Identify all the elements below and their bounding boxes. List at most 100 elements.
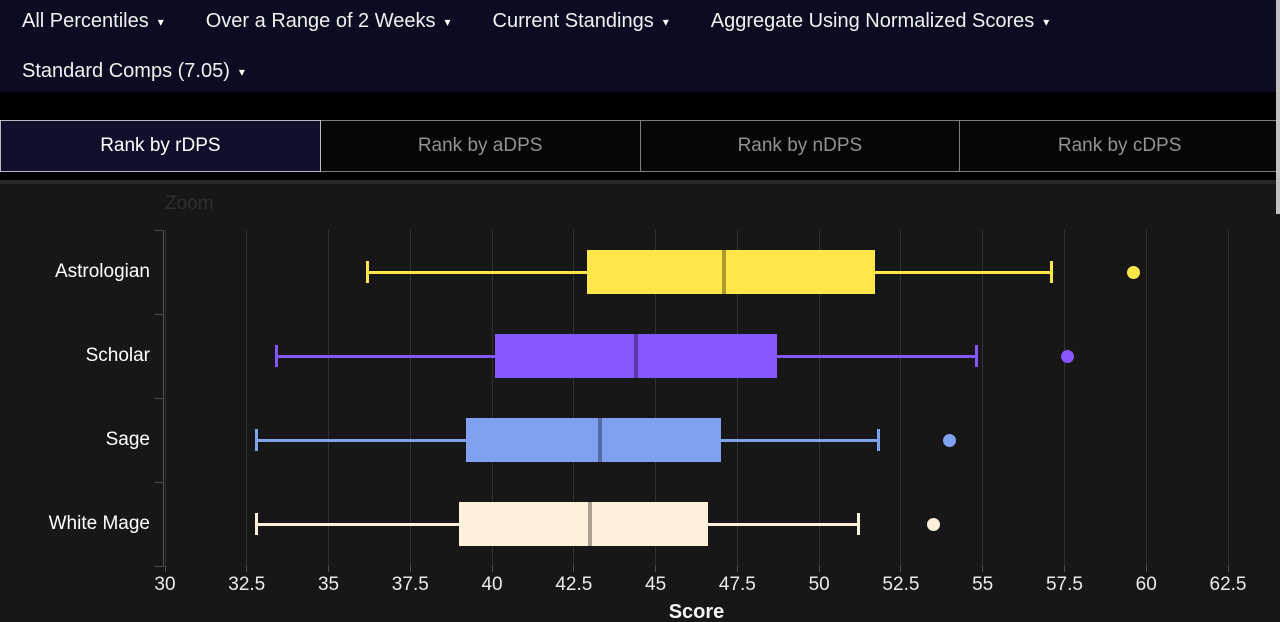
high-whisker — [874, 270, 1052, 274]
tab-rank-by-ndps[interactable]: Rank by nDPS — [639, 120, 961, 172]
y-axis-tick — [155, 230, 164, 231]
x-axis-tick — [164, 566, 166, 572]
x-axis-tick-label: 37.5 — [391, 574, 429, 595]
high-whisker-cap — [856, 513, 860, 535]
chevron-down-icon: ▾ — [662, 15, 669, 29]
category-label: Scholar — [85, 345, 150, 366]
x-axis-tick-label: 30 — [154, 574, 176, 595]
gridline — [246, 230, 248, 566]
outlier-dot[interactable] — [1061, 349, 1075, 363]
chevron-down-icon: ▾ — [238, 65, 245, 79]
plot-area — [155, 230, 1229, 572]
low-whisker — [256, 522, 460, 526]
time-range-dropdown[interactable]: Over a Range of 2 Weeks ▾ — [206, 3, 451, 39]
x-axis-tick — [246, 566, 248, 572]
median-line — [598, 418, 602, 462]
gridline — [655, 230, 657, 566]
percentiles-dropdown-label: All Percentiles — [22, 9, 149, 32]
low-whisker-cap — [274, 345, 278, 367]
gridline — [491, 230, 493, 566]
standings-dropdown[interactable]: Current Standings ▾ — [493, 3, 669, 39]
gridline — [1145, 230, 1147, 566]
aggregation-dropdown[interactable]: Aggregate Using Normalized Scores ▾ — [711, 3, 1050, 39]
median-line — [633, 334, 638, 378]
x-axis-tick — [818, 566, 820, 572]
score-axis: 30 32.5 35 37.5 40 42.5 45 47.5 50 52.5 55 57.5 60 62… — [154, 574, 1246, 600]
high-whisker — [776, 354, 977, 358]
tab-rank-by-adps[interactable]: Rank by aDPS — [319, 120, 641, 172]
x-axis-tick — [1063, 566, 1065, 572]
high-whisker-cap — [876, 429, 880, 451]
low-whisker — [256, 438, 466, 442]
low-whisker — [276, 354, 496, 358]
iqr-box[interactable] — [495, 334, 777, 378]
high-whisker — [707, 522, 859, 526]
x-axis-tick — [1227, 566, 1229, 572]
median-line — [722, 250, 727, 294]
y-axis-tick — [155, 398, 164, 399]
outlier-dot[interactable] — [927, 517, 941, 531]
comps-dropdown[interactable]: Standard Comps (7.05) ▾ — [22, 53, 245, 89]
high-whisker-cap — [1049, 261, 1053, 283]
category-label: Sage — [105, 429, 150, 450]
x-axis-tick — [573, 566, 575, 572]
high-whisker-cap — [974, 345, 978, 367]
gridline — [1227, 230, 1229, 566]
high-whisker — [721, 438, 878, 442]
x-axis-tick — [655, 566, 657, 572]
gridline — [409, 230, 411, 566]
iqr-box[interactable] — [586, 250, 875, 294]
gridline — [164, 230, 166, 566]
aggregation-dropdown-label: Aggregate Using Normalized Scores — [710, 9, 1035, 32]
low-whisker-cap — [255, 513, 259, 535]
x-axis-tick — [736, 566, 738, 572]
x-axis-tick — [1145, 566, 1147, 572]
time-range-dropdown-label: Over a Range of 2 Weeks — [205, 9, 436, 32]
gridline — [573, 230, 575, 566]
low-whisker-cap — [255, 429, 259, 451]
comps-dropdown-label: Standard Comps (7.05) — [22, 59, 230, 82]
iqr-box[interactable] — [465, 418, 722, 462]
x-axis-tick-label: 40 — [481, 574, 503, 595]
iqr-box[interactable] — [459, 502, 708, 546]
gridline — [328, 230, 330, 566]
median-line — [588, 502, 593, 546]
category-axis: Astrologian Scholar Sage White Mage — [0, 0, 150, 622]
x-axis-tick-label: 42.5 — [555, 574, 593, 595]
zoom-label[interactable]: Zoom — [165, 193, 214, 214]
chevron-down-icon: ▾ — [444, 15, 451, 29]
gridline — [1063, 230, 1065, 566]
tab-rank-by-cdps[interactable]: Rank by cDPS — [959, 120, 1280, 172]
percentiles-dropdown[interactable]: All Percentiles ▾ — [22, 3, 164, 39]
x-axis-tick-label: 32.5 — [228, 574, 266, 595]
x-axis-tick — [328, 566, 330, 572]
x-axis-tick — [491, 566, 493, 572]
category-label: Astrologian — [54, 261, 150, 282]
x-axis-tick-label: 47.5 — [718, 574, 756, 595]
outlier-dot[interactable] — [1126, 265, 1140, 279]
x-axis-tick — [409, 566, 411, 572]
x-axis-tick — [900, 566, 902, 572]
gridline — [982, 230, 984, 566]
filter-bar: All Percentiles ▾ Over a Range of 2 Week… — [0, 0, 1280, 92]
gridline — [900, 230, 902, 566]
x-axis-tick-label: 50 — [808, 574, 830, 595]
chevron-down-icon: ▾ — [157, 15, 164, 29]
y-axis-tick — [155, 566, 164, 567]
x-axis-title: Score — [668, 601, 725, 622]
scrollbar-thumb[interactable] — [1276, 0, 1280, 214]
low-whisker-cap — [366, 261, 370, 283]
x-axis-tick-label: 55 — [972, 574, 994, 595]
x-axis-tick-label: 57.5 — [1045, 574, 1083, 595]
chevron-down-icon: ▾ — [1043, 15, 1050, 29]
outlier-dot[interactable] — [943, 433, 957, 447]
category-label: White Mage — [48, 513, 150, 534]
tab-rank-by-rdps[interactable]: Rank by rDPS — [0, 120, 321, 172]
gridline — [818, 230, 820, 566]
x-axis-tick-label: 60 — [1135, 574, 1157, 595]
x-axis-tick-label: 52.5 — [882, 574, 920, 595]
x-axis-tick-label: 35 — [317, 574, 340, 595]
y-axis-tick — [155, 482, 164, 483]
rank-tabs: Rank by rDPS Rank by aDPS Rank by nDPS R… — [0, 120, 1280, 172]
